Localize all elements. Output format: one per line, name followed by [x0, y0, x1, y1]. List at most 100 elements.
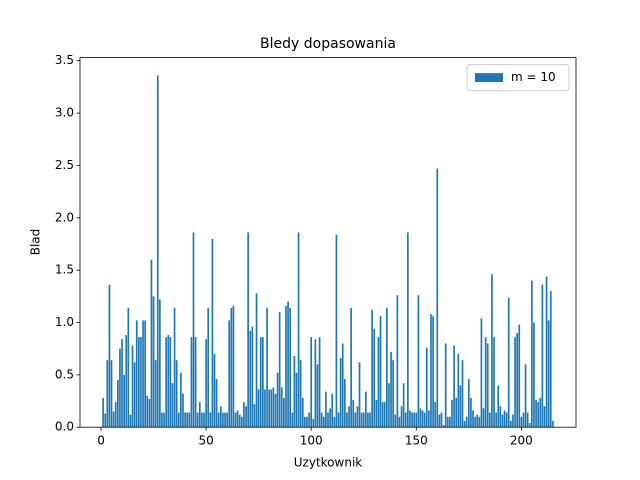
bar	[201, 412, 203, 428]
bar	[537, 402, 540, 428]
bar	[285, 305, 287, 428]
bar	[123, 374, 125, 428]
bar	[297, 232, 300, 428]
bar	[159, 299, 161, 428]
bar	[129, 414, 132, 428]
bar	[247, 232, 249, 428]
bar	[148, 398, 151, 428]
bar	[451, 399, 453, 428]
bar	[203, 412, 205, 428]
bar	[228, 320, 231, 428]
bar	[205, 339, 207, 428]
bar	[409, 410, 411, 428]
bar	[484, 337, 487, 428]
bar	[392, 360, 394, 428]
x-tick-label: 150	[405, 434, 428, 448]
bar	[152, 296, 155, 428]
bar	[533, 322, 535, 428]
bar	[436, 168, 439, 428]
chart-title: Bledy dopasowania	[260, 36, 396, 52]
bar	[230, 307, 233, 428]
bar	[146, 395, 149, 428]
x-axis-label: Uzytkownik	[294, 456, 363, 470]
bar	[268, 389, 270, 428]
bar	[232, 305, 235, 428]
bar	[547, 320, 550, 428]
bar	[173, 307, 176, 428]
bar	[150, 259, 153, 428]
bar	[140, 337, 142, 428]
bar	[520, 416, 523, 428]
legend-box	[466, 64, 570, 92]
y-tick-label: 2.5	[55, 158, 74, 172]
bar	[375, 399, 378, 428]
bar	[253, 404, 256, 428]
bar	[482, 408, 485, 428]
bar	[196, 412, 199, 428]
bar	[343, 379, 346, 428]
bar	[255, 293, 258, 428]
bar	[396, 295, 399, 428]
bar	[104, 413, 107, 428]
bar	[493, 337, 495, 428]
bar	[190, 337, 193, 428]
bar	[310, 337, 313, 428]
bar	[198, 402, 201, 428]
bar	[280, 387, 283, 428]
bar	[318, 337, 321, 428]
bar	[333, 416, 336, 428]
x-tick-label: 50	[198, 434, 213, 448]
bar	[322, 416, 325, 428]
bar	[327, 412, 329, 428]
bar	[501, 414, 504, 428]
bar	[350, 307, 352, 428]
bar	[383, 402, 386, 428]
bar	[226, 412, 228, 428]
bar	[373, 328, 376, 428]
bar	[457, 353, 460, 428]
bar	[552, 420, 554, 428]
bar	[299, 360, 302, 428]
bar	[434, 402, 437, 428]
bar	[425, 347, 428, 428]
y-tick-label: 3.0	[55, 106, 74, 120]
bar	[352, 399, 355, 428]
bar	[421, 410, 424, 428]
bar	[224, 412, 226, 428]
bar	[407, 232, 409, 428]
legend-label: m = 10	[511, 70, 556, 84]
bar	[119, 348, 121, 428]
bar	[360, 412, 363, 428]
bar	[102, 397, 104, 428]
bar	[510, 420, 512, 428]
bar	[341, 343, 344, 428]
bar	[213, 353, 216, 428]
bar	[428, 410, 430, 428]
bar	[337, 412, 340, 428]
bar	[262, 337, 264, 428]
bar	[138, 337, 140, 428]
bar	[371, 309, 373, 428]
bar	[207, 307, 210, 428]
axes-frame	[79, 57, 577, 428]
bar	[169, 337, 172, 428]
bar	[194, 337, 197, 428]
bar	[444, 343, 447, 428]
x-tick-label: 200	[510, 434, 533, 448]
bar	[491, 274, 493, 428]
bar	[251, 326, 254, 428]
y-tick-label: 0.5	[55, 367, 74, 381]
bar	[283, 397, 285, 428]
bar	[110, 360, 113, 428]
bar	[219, 406, 222, 428]
bar	[175, 360, 178, 428]
bar	[459, 385, 462, 428]
bar	[539, 397, 542, 428]
bar	[476, 414, 479, 428]
bar	[154, 360, 157, 428]
bar	[192, 232, 195, 428]
y-tick-label: 2.0	[55, 210, 74, 224]
bar	[125, 335, 128, 428]
bar	[156, 75, 159, 428]
bar	[526, 412, 529, 428]
